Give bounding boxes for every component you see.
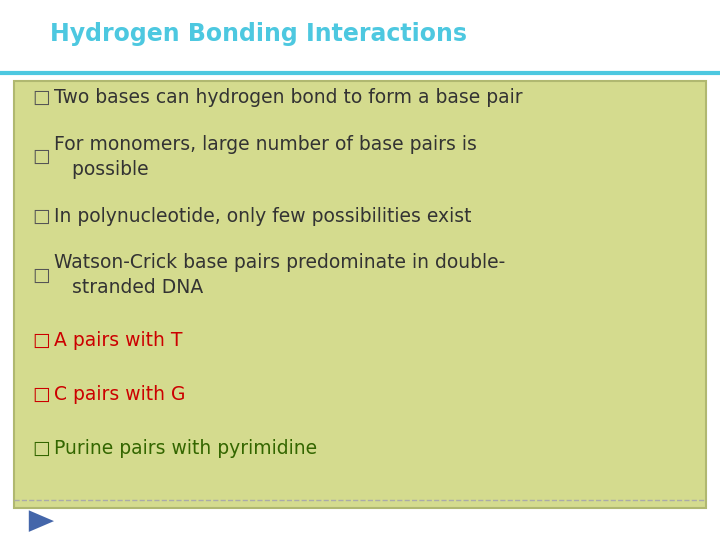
Text: □: □ — [32, 266, 50, 285]
Text: □: □ — [32, 147, 50, 166]
Text: □: □ — [32, 384, 50, 404]
Text: Hydrogen Bonding Interactions: Hydrogen Bonding Interactions — [50, 22, 467, 46]
Text: In polynucleotide, only few possibilities exist: In polynucleotide, only few possibilitie… — [54, 206, 472, 226]
Text: □: □ — [32, 438, 50, 458]
Text: Two bases can hydrogen bond to form a base pair: Two bases can hydrogen bond to form a ba… — [54, 87, 523, 107]
Text: Purine pairs with pyrimidine: Purine pairs with pyrimidine — [54, 438, 317, 458]
Text: □: □ — [32, 206, 50, 226]
Polygon shape — [29, 510, 54, 532]
Text: A pairs with T: A pairs with T — [54, 330, 182, 350]
Text: For monomers, large number of base pairs is
   possible: For monomers, large number of base pairs… — [54, 134, 477, 179]
Text: C pairs with G: C pairs with G — [54, 384, 186, 404]
Text: Watson-Crick base pairs predominate in double-
   stranded DNA: Watson-Crick base pairs predominate in d… — [54, 253, 505, 298]
Text: □: □ — [32, 87, 50, 107]
FancyBboxPatch shape — [14, 81, 706, 508]
Text: □: □ — [32, 330, 50, 350]
